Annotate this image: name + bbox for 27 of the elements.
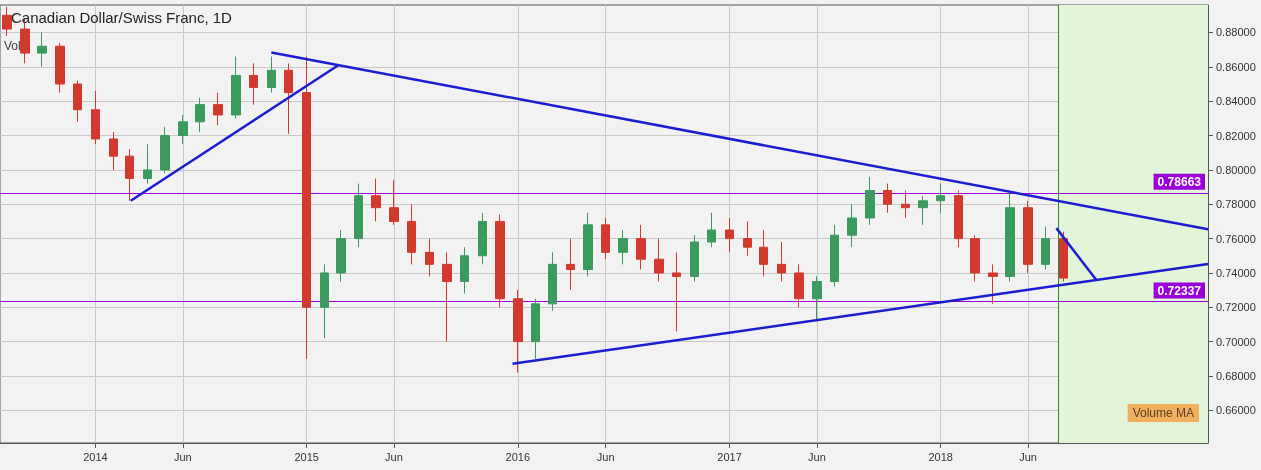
- y-tick-label: 0.86000: [1216, 60, 1256, 73]
- y-tick-label: 0.66000: [1216, 404, 1256, 417]
- annotation: Volume MA: [1132, 406, 1194, 420]
- y-tick-label: 0.82000: [1216, 129, 1256, 142]
- annotation: Vol: [4, 39, 21, 53]
- x-tick-label: Jun: [173, 450, 192, 463]
- y-tick-label: 0.84000: [1216, 95, 1256, 108]
- y-tick-label: 0.72000: [1216, 301, 1256, 314]
- x-tick-label: 2017: [717, 450, 742, 463]
- ref-line-label: 0.72337: [1157, 283, 1202, 298]
- y-tick-label: 0.68000: [1216, 370, 1256, 383]
- chart-title: Canadian Dollar/Swiss Franc, 1D: [11, 9, 233, 26]
- x-tick-label: Jun: [1019, 450, 1037, 463]
- ref-line-label: 0.78663: [1157, 174, 1202, 189]
- y-tick-label: 0.76000: [1216, 232, 1256, 245]
- y-tick-label: 0.80000: [1216, 163, 1256, 176]
- y-tick-label: 0.70000: [1216, 335, 1256, 348]
- x-tick-label: Jun: [596, 450, 615, 463]
- x-tick-label: 2014: [83, 450, 108, 463]
- x-tick-label: 2015: [294, 450, 319, 463]
- x-tick-label: Jun: [385, 450, 403, 463]
- x-tick-label: 2018: [928, 450, 953, 463]
- x-tick-label: Jun: [808, 450, 826, 463]
- y-tick-label: 0.74000: [1216, 266, 1256, 279]
- y-tick-label: 0.88000: [1216, 26, 1256, 39]
- x-tick-label: 2016: [505, 450, 531, 463]
- y-tick-label: 0.78000: [1216, 198, 1256, 211]
